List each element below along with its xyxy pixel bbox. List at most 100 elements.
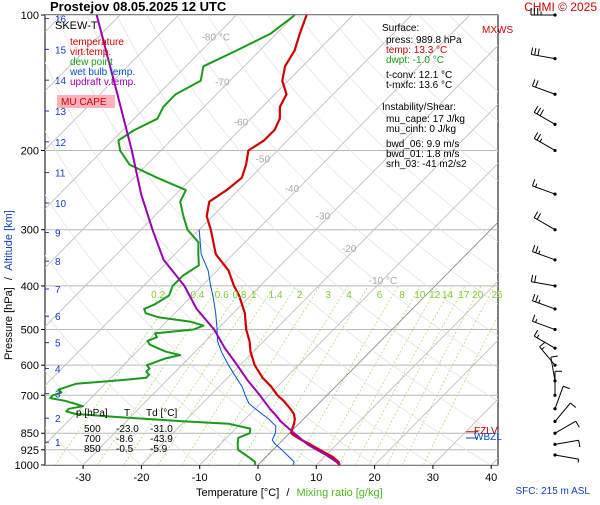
- y-axis-label-altitude: Altitude [km]: [3, 210, 15, 271]
- mixing-ratio-label: 3: [325, 290, 331, 301]
- dry-adiabat: [539, 15, 600, 465]
- temperature-tick-label: 30: [427, 472, 439, 484]
- altitude-tick-label: 8: [55, 257, 61, 268]
- mixing-ratio-label: 0.4: [190, 290, 204, 301]
- pressure-tick-label: 925: [21, 445, 39, 457]
- marker-label: MXWS: [482, 25, 513, 36]
- temperature-tick-label: -30: [75, 472, 91, 484]
- wind-barb: [551, 356, 558, 382]
- temperature-tick-label: 40: [485, 472, 497, 484]
- mu-cape-badge: MU CAPE: [61, 97, 107, 108]
- altitude-tick-label: 11: [55, 169, 66, 180]
- mixing-ratio-label: 17: [458, 290, 470, 301]
- table-cell: -0.5: [116, 444, 134, 455]
- isotherm-label: -50: [256, 155, 271, 166]
- pressure-axis: 100 200 300 400 500 600 700 850 925 1000: [15, 10, 45, 472]
- wind-barb: [534, 212, 556, 232]
- isotherm-line: [550, 15, 600, 465]
- table-header: T: [124, 408, 130, 419]
- surface-heading: Surface:: [382, 23, 419, 34]
- pressure-tick-label: 1000: [15, 460, 39, 472]
- temperature-tick-label: -10: [192, 472, 208, 484]
- altitude-tick-label: 10: [55, 199, 67, 210]
- credit-text: CHMI © 2025: [524, 0, 597, 14]
- wind-barb: [531, 275, 556, 288]
- altitude-tick-label: 2: [55, 414, 61, 425]
- mixing-ratio-label: 0.6: [215, 290, 229, 301]
- mixing-ratio-label: 8: [399, 290, 405, 301]
- wind-barb: [534, 330, 556, 350]
- altitude-tick-label: 7: [55, 285, 61, 296]
- wind-barb: [553, 440, 579, 447]
- wind-barb: [532, 294, 556, 310]
- pressure-tick-label: 500: [21, 325, 39, 337]
- table-cell: -5.9: [150, 444, 168, 455]
- pressure-tick-label: 300: [21, 225, 39, 237]
- isotherm-label: -40: [285, 184, 300, 195]
- altitude-tick-label: 5: [55, 339, 61, 350]
- mixing-ratio-label: 2: [297, 290, 303, 301]
- pressure-tick-label: 700: [21, 390, 39, 402]
- mixing-ratio-label: 20: [472, 290, 484, 301]
- y-axis-label: Pressure [hPa] / Altitude [km]: [3, 210, 15, 360]
- level-table: p [hPa] T Td [°C] 500 -23.0 -31.0 700 -8…: [76, 408, 177, 455]
- pressure-tick-label: 850: [21, 428, 39, 440]
- isotherm-line: [491, 15, 600, 465]
- y-axis-label-sep: /: [3, 276, 15, 280]
- pressure-tick-label: 100: [21, 10, 39, 22]
- page-title: Prostejov 08.05.2025 12 UTC: [50, 0, 227, 14]
- wind-barb: [534, 132, 556, 152]
- wind-barb: [532, 179, 556, 195]
- marker-mxws: MXWS: [482, 25, 513, 36]
- sfc-label: SFC: 215 m ASL: [516, 486, 591, 497]
- mixing-ratio-label: 14: [442, 290, 454, 301]
- pressure-tick-label: 600: [21, 360, 39, 372]
- isotherm-label: -20: [342, 244, 357, 255]
- wind-barb: [532, 315, 556, 331]
- table-cell: 850: [84, 444, 101, 455]
- wind-barb: [553, 421, 579, 435]
- instability-line: srh_03: -41 m2/s2: [386, 159, 467, 170]
- temperature-tick-label: 10: [310, 472, 322, 484]
- altitude-tick-label: 3: [55, 390, 61, 401]
- wind-barb: [534, 106, 556, 126]
- wind-barb: [553, 403, 575, 423]
- temperature-tick-label: 20: [368, 472, 380, 484]
- isotherm-label: -30: [316, 212, 331, 223]
- mixing-ratio-label: 25: [492, 290, 504, 301]
- surface-dwpt: dwpt: -1.0 °C: [386, 55, 444, 66]
- altitude-tick-label: 6: [55, 312, 61, 323]
- temperature-tick-label: -20: [133, 472, 149, 484]
- table-header: Td [°C]: [146, 408, 177, 419]
- isotherm-label: -70: [215, 78, 230, 89]
- mixing-ratio-label: 1: [251, 290, 257, 301]
- altitude-tick-label: 9: [55, 228, 61, 239]
- x-axis-label-sep: /: [286, 487, 290, 499]
- altitude-tick-label: 15: [55, 45, 67, 56]
- wind-barb: [531, 48, 556, 61]
- altitude-tick-label: 4: [55, 364, 61, 375]
- table-header: p [hPa]: [76, 408, 108, 419]
- x-axis-label-mixing: Mixing ratio [g/kg]: [296, 487, 382, 499]
- x-axis-label-temperature: Temperature [°C]: [196, 487, 279, 499]
- instability-line: mu_cinh: 0 J/kg: [386, 124, 456, 135]
- mixing-ratio-label: 6: [377, 290, 383, 301]
- mixing-ratio-label: 0.2: [151, 290, 165, 301]
- y-axis-label-pressure: Pressure [hPa]: [3, 287, 15, 360]
- marker-label: WBZL: [474, 432, 502, 443]
- x-axis-label: Temperature [°C] / Mixing ratio [g/kg]: [196, 487, 383, 499]
- altitude-tick-label: 12: [55, 138, 67, 149]
- mixing-ratio-label: 10: [414, 290, 426, 301]
- isotherm-label: -80 °C: [202, 32, 230, 43]
- wind-barbs: [531, 8, 580, 463]
- wind-barb: [532, 245, 556, 261]
- pressure-tick-label: 200: [21, 145, 39, 157]
- altitude-tick-label: 1: [55, 438, 61, 449]
- pressure-tick-label: 400: [21, 281, 39, 293]
- altitude-tick-label: 13: [55, 107, 67, 118]
- wind-barb: [532, 79, 556, 95]
- isotherm-label: -10 °C: [369, 276, 397, 287]
